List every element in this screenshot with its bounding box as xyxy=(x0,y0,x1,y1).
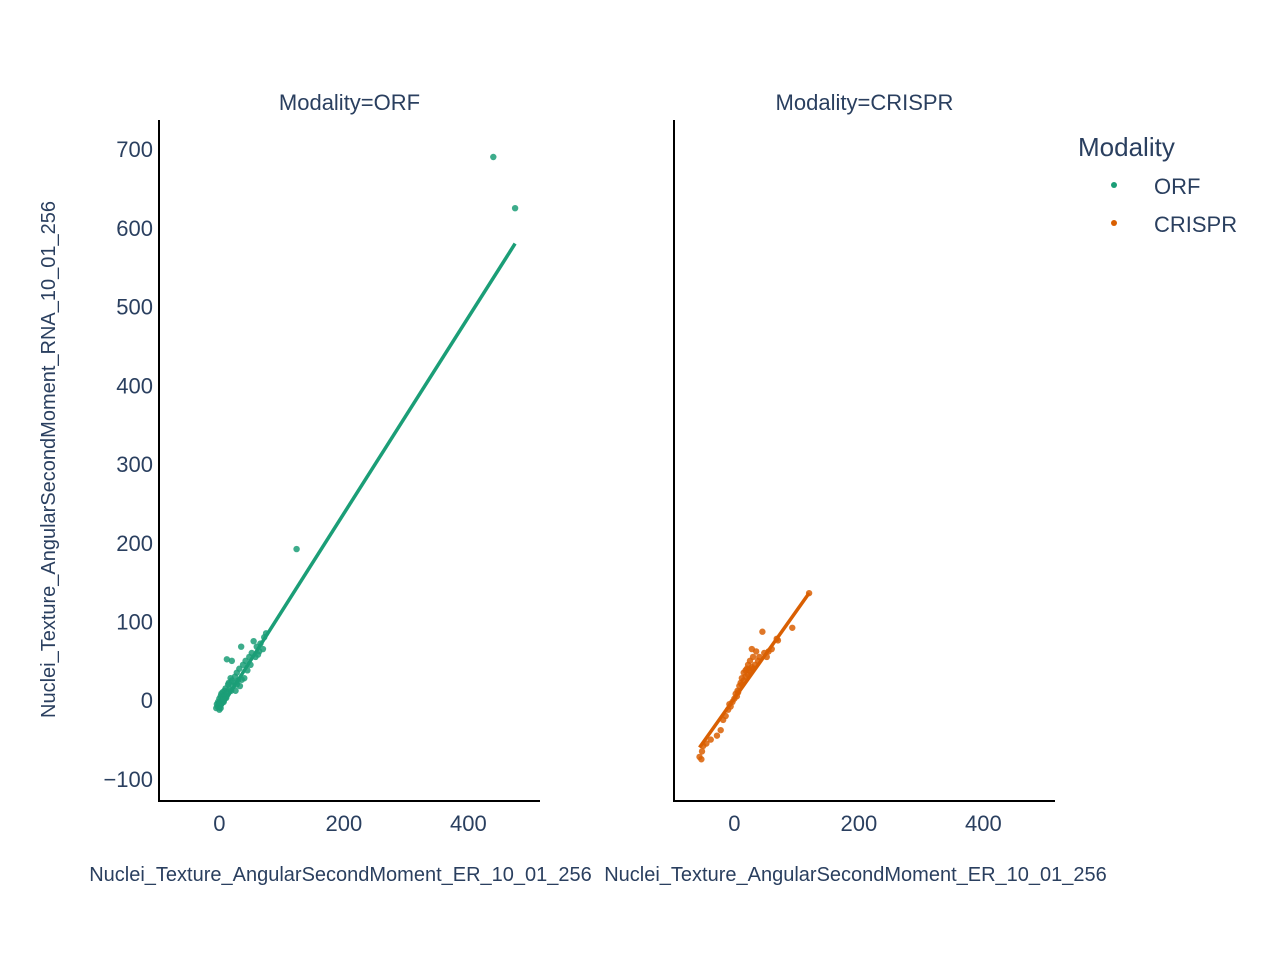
data-point-crispr[interactable] xyxy=(789,624,796,631)
data-point-orf[interactable] xyxy=(293,545,300,553)
data-point-crispr[interactable] xyxy=(748,645,756,653)
legend-marker-crispr xyxy=(1111,220,1117,226)
x-tick-label: 0 xyxy=(213,811,225,836)
data-point-orf[interactable] xyxy=(223,656,231,663)
legend-label-crispr: CRISPR xyxy=(1154,212,1237,237)
data-point-orf[interactable] xyxy=(237,643,245,650)
facet-title-orf: Modality=ORF xyxy=(279,90,420,115)
legend-label-orf: ORF xyxy=(1154,174,1200,199)
data-point-orf[interactable] xyxy=(511,204,519,212)
y-tick-label: 400 xyxy=(116,373,153,398)
y-tick-label: 100 xyxy=(116,609,153,634)
facets-layer: Modality=ORF 0 200 400 −100 0 100 200 300 400 500 6… xyxy=(38,90,1107,886)
y-tick-label: 500 xyxy=(116,295,153,320)
data-point-crispr[interactable] xyxy=(746,667,753,674)
data-point-crispr[interactable] xyxy=(717,726,724,734)
legend-item-orf[interactable]: ORF xyxy=(1111,174,1200,199)
y-tick-label: −100 xyxy=(103,767,153,792)
legend: Modality ORF CRISPR xyxy=(1078,132,1237,237)
data-point-orf[interactable] xyxy=(250,637,257,645)
y-axis-title: Nuclei_Texture_AngularSecondMoment_RNA_1… xyxy=(38,201,60,718)
points-orf xyxy=(213,153,519,713)
facet-orf: Modality=ORF 0 200 400 −100 0 100 200 300 400 500 6… xyxy=(38,90,592,886)
trendline-orf xyxy=(217,242,517,711)
x-tick-label: 200 xyxy=(326,811,363,836)
data-point-crispr[interactable] xyxy=(698,756,705,763)
data-point-orf[interactable] xyxy=(259,645,267,653)
data-point-orf[interactable] xyxy=(490,153,497,161)
points-crispr xyxy=(696,589,813,763)
data-point-crispr[interactable] xyxy=(707,736,714,743)
x-tick-label: 0 xyxy=(728,811,740,836)
x-axis-title-orf: Nuclei_Texture_AngularSecondMoment_ER_10… xyxy=(89,864,592,886)
x-axis-title-crispr: Nuclei_Texture_AngularSecondMoment_ER_10… xyxy=(604,864,1107,886)
y-tick-label: 200 xyxy=(116,531,153,556)
x-tick-label: 400 xyxy=(450,811,487,836)
data-point-crispr[interactable] xyxy=(713,732,721,739)
y-tick-label: 300 xyxy=(116,452,153,477)
facet-title-crispr: Modality=CRISPR xyxy=(776,90,954,115)
y-tick-label: 0 xyxy=(141,688,153,713)
y-tick-label: 600 xyxy=(116,216,153,241)
y-tick-label: 700 xyxy=(116,137,153,162)
data-point-orf[interactable] xyxy=(228,657,236,665)
legend-title: Modality xyxy=(1078,132,1175,162)
x-tick-label: 200 xyxy=(841,811,878,836)
data-point-crispr[interactable] xyxy=(698,748,706,755)
legend-marker-orf xyxy=(1111,182,1117,188)
trendline-crispr xyxy=(698,592,811,749)
legend-item-crispr[interactable]: CRISPR xyxy=(1111,212,1237,237)
facet-crispr: Modality=CRISPR 0 200 400 Nuclei_Texture_Ang… xyxy=(604,90,1107,886)
x-tick-label: 400 xyxy=(965,811,1002,836)
data-point-crispr[interactable] xyxy=(759,628,766,635)
